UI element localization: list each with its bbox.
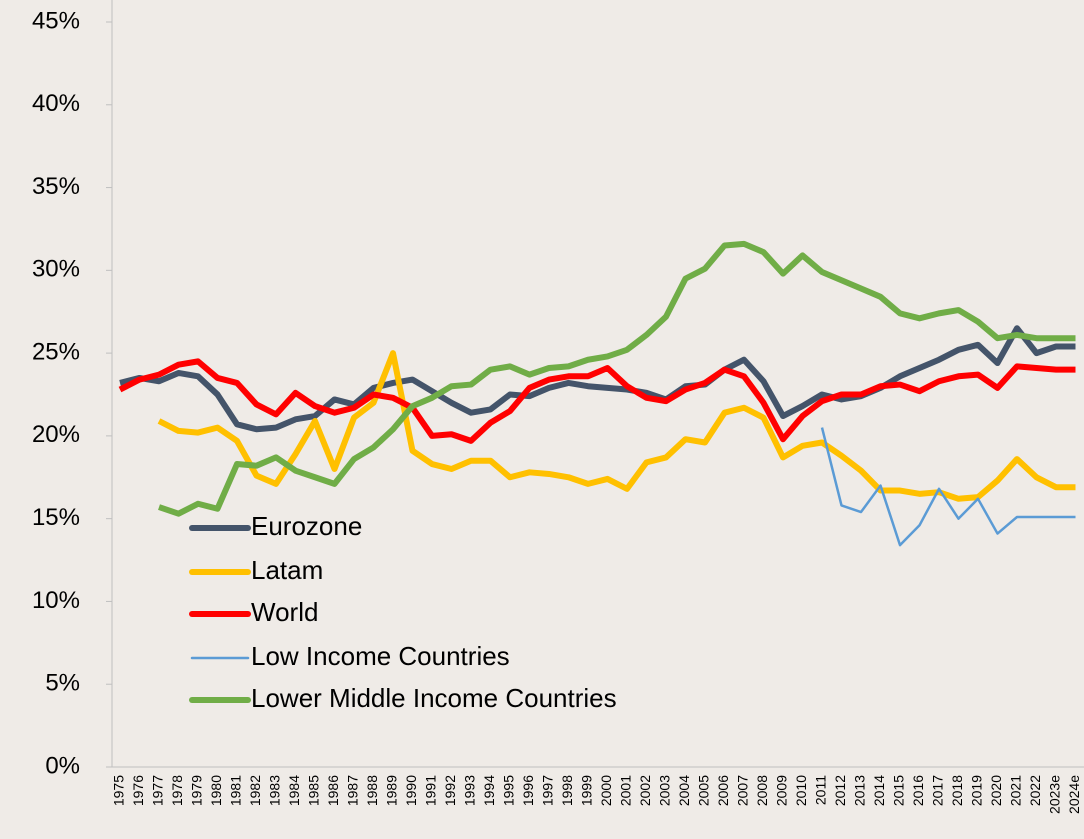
y-tick-label: 35% bbox=[32, 173, 80, 200]
y-tick-label: 40% bbox=[32, 90, 80, 117]
x-tick-label: 1996 bbox=[520, 775, 536, 806]
legend-label: Low Income Countries bbox=[251, 641, 510, 671]
x-tick-label: 1980 bbox=[208, 775, 224, 806]
x-tick-label: 1975 bbox=[111, 775, 127, 806]
y-tick-label: 10% bbox=[32, 587, 80, 614]
x-tick-label: 1991 bbox=[423, 775, 439, 806]
x-tick-label: 2024e bbox=[1066, 775, 1082, 814]
series-line bbox=[118, 358, 1076, 444]
x-tick-label: 2020 bbox=[988, 775, 1004, 806]
x-tick-label: 1985 bbox=[306, 775, 322, 806]
x-tick-label: 1998 bbox=[559, 775, 575, 806]
x-tick-label: 1979 bbox=[189, 775, 205, 806]
x-tick-label: 1999 bbox=[579, 775, 595, 806]
x-tick-label: 1986 bbox=[325, 775, 341, 806]
x-tick-label: 1984 bbox=[286, 775, 302, 806]
x-tick-label: 1993 bbox=[462, 775, 478, 806]
x-tick-label: 2010 bbox=[793, 775, 809, 806]
x-tick-label: 1981 bbox=[228, 775, 244, 806]
series-line bbox=[820, 427, 1076, 547]
x-tick-label: 1977 bbox=[150, 775, 166, 806]
series-line bbox=[158, 240, 1076, 517]
y-tick-label: 15% bbox=[32, 504, 80, 531]
x-tick-label: 2022 bbox=[1027, 775, 1043, 806]
x-tick-label: 2015 bbox=[891, 775, 907, 806]
x-tick-label: 2002 bbox=[637, 775, 653, 806]
x-tick-label: 2021 bbox=[1008, 775, 1024, 806]
x-tick-label: 2016 bbox=[910, 775, 926, 806]
x-tick-label: 2007 bbox=[735, 775, 751, 806]
series-line bbox=[157, 350, 1076, 502]
x-tick-label: 1988 bbox=[364, 775, 380, 806]
x-tick-label: 1994 bbox=[481, 775, 497, 806]
y-tick-label: 45% bbox=[32, 7, 80, 34]
legend-label: Latam bbox=[251, 555, 323, 585]
x-tick-label: 2013 bbox=[852, 775, 868, 806]
y-tick-label: 5% bbox=[45, 670, 80, 697]
x-tick-label: 2018 bbox=[949, 775, 965, 806]
x-tick-label: 2004 bbox=[676, 775, 692, 806]
legend-label: World bbox=[251, 597, 318, 627]
x-tick-label: 1976 bbox=[130, 775, 146, 806]
x-tick-label: 2001 bbox=[618, 775, 634, 806]
x-tick-label: 2008 bbox=[754, 775, 770, 806]
x-tick-label: 2009 bbox=[774, 775, 790, 806]
x-tick-label: 2014 bbox=[871, 775, 887, 806]
x-tick-label: 2017 bbox=[930, 775, 946, 806]
x-tick-label: 2006 bbox=[715, 775, 731, 806]
series-line bbox=[119, 325, 1076, 433]
x-tick-label: 2012 bbox=[832, 775, 848, 806]
x-tick-label: 1987 bbox=[345, 775, 361, 806]
x-tick-label: 1992 bbox=[442, 775, 458, 806]
x-tick-label: 1995 bbox=[501, 775, 517, 806]
legend-label: Eurozone bbox=[251, 511, 362, 541]
x-tick-label: 1989 bbox=[384, 775, 400, 806]
x-tick-label: 1983 bbox=[267, 775, 283, 806]
y-tick-label: 20% bbox=[32, 421, 80, 448]
x-tick-label: 2019 bbox=[969, 775, 985, 806]
x-tick-label: 2011 bbox=[813, 775, 829, 805]
y-tick-label: 30% bbox=[32, 256, 80, 283]
x-tick-label: 2005 bbox=[696, 775, 712, 806]
legend-label: Lower Middle Income Countries bbox=[251, 683, 617, 713]
y-tick-label: 0% bbox=[45, 752, 80, 779]
y-tick-label: 25% bbox=[32, 338, 80, 365]
x-tick-label: 1982 bbox=[247, 775, 263, 806]
x-tick-label: 1990 bbox=[403, 775, 419, 806]
x-tick-label: 2003 bbox=[657, 775, 673, 806]
x-tick-label: 1978 bbox=[169, 775, 185, 806]
x-tick-label: 1997 bbox=[540, 775, 556, 806]
x-tick-label: 2023e bbox=[1047, 775, 1063, 814]
x-tick-label: 2000 bbox=[598, 775, 614, 806]
